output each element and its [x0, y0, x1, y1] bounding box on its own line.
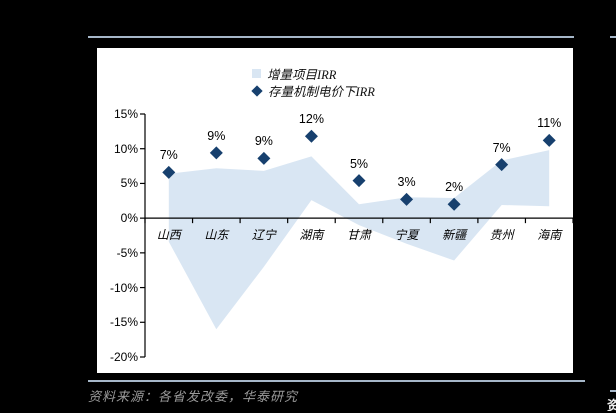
- scatter-marker: [495, 158, 509, 172]
- scatter-marker: [447, 197, 461, 211]
- source-note: 资料来源：各省发改委，华泰研究: [88, 389, 299, 404]
- x-axis-label: 山西: [156, 228, 181, 243]
- x-axis-label: 宁夏: [394, 228, 419, 243]
- scatter-marker: [257, 151, 271, 165]
- x-axis-label: 山东: [204, 228, 229, 243]
- adjacent-figure-caption-fragment: 资: [607, 398, 616, 411]
- legend-label: 增量项目IRR: [267, 68, 337, 82]
- figure-top-rule: [88, 36, 574, 38]
- scatter-marker: [542, 133, 556, 147]
- x-axis-label: 辽宁: [251, 228, 276, 243]
- data-label: 2%: [445, 180, 464, 195]
- area-swatch-icon: [252, 69, 261, 78]
- data-label: 12%: [298, 112, 324, 127]
- y-axis-label: 15%: [113, 107, 138, 121]
- data-label: 7%: [492, 140, 511, 155]
- x-axis-label: 湖南: [299, 228, 324, 243]
- data-label: 5%: [349, 156, 369, 171]
- x-axis-label: 贵州: [489, 228, 514, 243]
- y-axis-label: -20%: [109, 350, 138, 364]
- data-label: 9%: [207, 128, 226, 143]
- y-axis-label: -5%: [116, 245, 138, 260]
- scatter-marker: [304, 129, 318, 143]
- data-label: 9%: [254, 134, 273, 149]
- data-label: 7%: [159, 148, 178, 163]
- legend-item-incremental-irr: 增量项目IRR: [252, 65, 375, 82]
- scatter-marker: [400, 192, 414, 206]
- y-axis-label: -10%: [109, 280, 138, 295]
- adjacent-figure-top-rule: [610, 36, 616, 38]
- data-label: 11%: [537, 116, 562, 131]
- scatter-marker: [162, 165, 176, 179]
- irr-band-area: [168, 150, 550, 330]
- scatter-marker: [209, 146, 223, 160]
- figure-bottom-rule: [88, 380, 585, 382]
- y-axis-label: 0%: [120, 211, 138, 226]
- y-axis-label: 5%: [120, 176, 138, 191]
- data-label: 3%: [397, 175, 416, 190]
- adjacent-figure-bottom-rule: [610, 390, 616, 392]
- chart-legend: 增量项目IRR 存量机制电价下IRR: [251, 65, 375, 99]
- legend-label: 存量机制电价下IRR: [268, 85, 375, 99]
- diamond-swatch-icon: [251, 84, 263, 97]
- x-axis-label: 海南: [537, 228, 562, 243]
- x-axis-label: 甘肃: [346, 228, 371, 243]
- scatter-marker: [352, 174, 366, 188]
- legend-item-existing-tariff-irr: 存量机制电价下IRR: [251, 82, 375, 99]
- x-axis-label: 新疆: [442, 228, 467, 243]
- y-axis-label: 10%: [113, 141, 138, 156]
- y-axis-label: -15%: [109, 315, 138, 330]
